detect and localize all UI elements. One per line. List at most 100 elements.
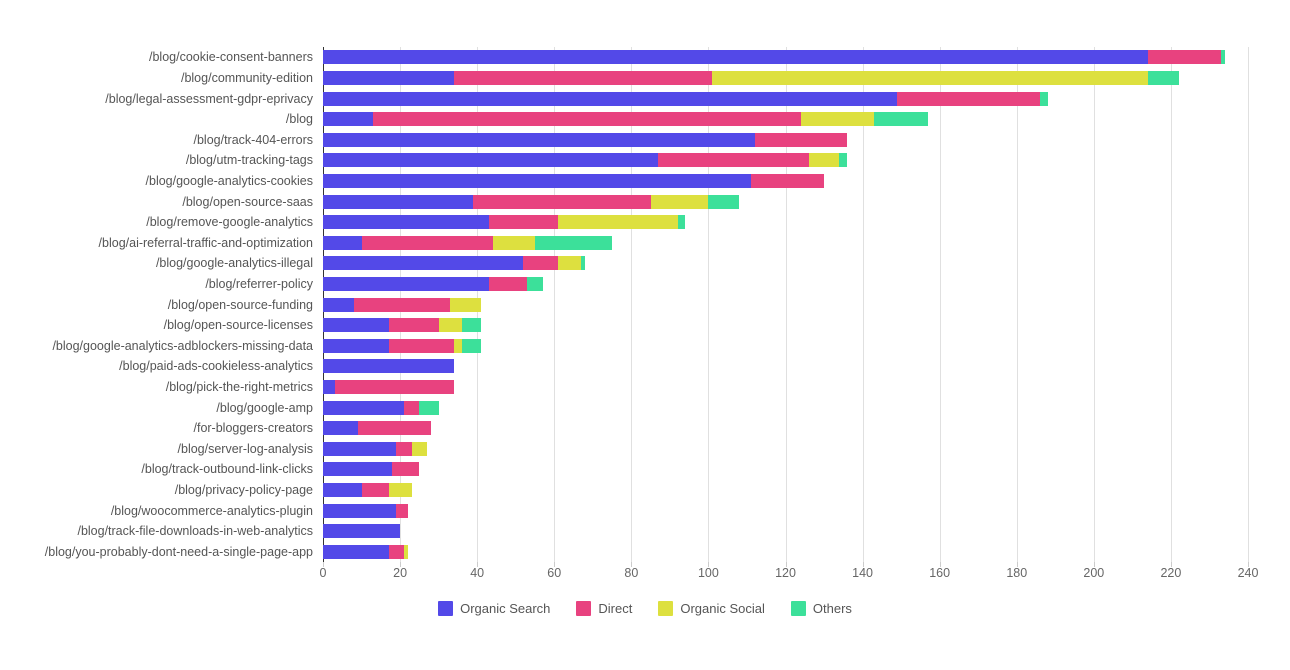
bar-row[interactable] (323, 256, 1248, 271)
bar-row[interactable] (323, 400, 1248, 415)
bar-segment-organic-search[interactable] (323, 112, 374, 127)
bar-segment-organic-social[interactable] (808, 153, 840, 168)
bar-segment-direct[interactable] (658, 153, 809, 168)
bar-segment-organic-search[interactable] (323, 256, 524, 271)
bar-segment-direct[interactable] (392, 462, 420, 477)
bar-segment-direct[interactable] (1147, 50, 1221, 65)
bar-segment-organic-search[interactable] (323, 235, 362, 250)
bar-segment-organic-social[interactable] (558, 215, 678, 230)
bar-segment-direct[interactable] (523, 256, 559, 271)
bar-segment-organic-search[interactable] (323, 441, 397, 456)
bar-row[interactable] (323, 421, 1248, 436)
bar-segment-organic-search[interactable] (323, 421, 358, 436)
bar-segment-others[interactable] (534, 235, 613, 250)
bar-segment-others[interactable] (1147, 70, 1179, 85)
bar-segment-organic-search[interactable] (323, 400, 404, 415)
bar-segment-organic-search[interactable] (323, 379, 335, 394)
bar-segment-organic-social[interactable] (388, 482, 412, 497)
legend-item[interactable]: Organic Social (658, 601, 765, 616)
bar-segment-others[interactable] (461, 338, 482, 353)
bar-segment-organic-search[interactable] (323, 173, 751, 188)
bar-segment-direct[interactable] (353, 297, 451, 312)
bar-segment-direct[interactable] (897, 91, 1040, 106)
bar-segment-others[interactable] (1039, 91, 1048, 106)
legend-item[interactable]: Organic Search (438, 601, 550, 616)
bar-segment-organic-search[interactable] (323, 503, 397, 518)
bar-segment-others[interactable] (677, 215, 686, 230)
bar-segment-direct[interactable] (361, 482, 389, 497)
bar-segment-others[interactable] (581, 256, 586, 271)
bar-segment-organic-search[interactable] (323, 153, 659, 168)
bar-row[interactable] (323, 50, 1248, 65)
bar-segment-others[interactable] (839, 153, 848, 168)
bar-row[interactable] (323, 318, 1248, 333)
bar-row[interactable] (323, 441, 1248, 456)
bar-segment-organic-search[interactable] (323, 276, 489, 291)
legend-item[interactable]: Direct (576, 601, 632, 616)
bar-row[interactable] (323, 112, 1248, 127)
bar-row[interactable] (323, 544, 1248, 559)
legend-item[interactable]: Others (790, 601, 852, 616)
bar-row[interactable] (323, 132, 1248, 147)
bar-segment-others[interactable] (708, 194, 740, 209)
bar-segment-direct[interactable] (388, 338, 455, 353)
bar-segment-direct[interactable] (361, 235, 493, 250)
bar-row[interactable] (323, 194, 1248, 209)
bar-segment-organic-social[interactable] (492, 235, 535, 250)
bar-segment-organic-search[interactable] (323, 462, 393, 477)
bar-row[interactable] (323, 379, 1248, 394)
bar-row[interactable] (323, 235, 1248, 250)
bar-segment-organic-search[interactable] (323, 338, 389, 353)
bar-segment-direct[interactable] (473, 194, 651, 209)
bar-segment-organic-social[interactable] (712, 70, 1148, 85)
bar-segment-direct[interactable] (373, 112, 801, 127)
bar-segment-organic-search[interactable] (323, 544, 389, 559)
bar-segment-organic-search[interactable] (323, 194, 474, 209)
bar-segment-organic-search[interactable] (323, 524, 401, 539)
bar-segment-organic-social[interactable] (403, 544, 408, 559)
bar-segment-direct[interactable] (403, 400, 420, 415)
bar-segment-organic-search[interactable] (323, 215, 489, 230)
bar-segment-organic-search[interactable] (323, 318, 389, 333)
bar-segment-direct[interactable] (750, 173, 825, 188)
bar-segment-others[interactable] (419, 400, 439, 415)
bar-segment-organic-social[interactable] (411, 441, 428, 456)
bar-segment-organic-social[interactable] (454, 338, 462, 353)
bar-segment-others[interactable] (527, 276, 543, 291)
bar-segment-organic-social[interactable] (800, 112, 875, 127)
bar-segment-others[interactable] (874, 112, 929, 127)
bar-segment-others[interactable] (461, 318, 482, 333)
bar-row[interactable] (323, 503, 1248, 518)
bar-row[interactable] (323, 91, 1248, 106)
bar-row[interactable] (323, 276, 1248, 291)
bar-segment-direct[interactable] (488, 276, 528, 291)
bar-segment-direct[interactable] (754, 132, 848, 147)
bar-segment-organic-social[interactable] (438, 318, 462, 333)
bar-row[interactable] (323, 215, 1248, 230)
bar-row[interactable] (323, 173, 1248, 188)
bar-row[interactable] (323, 338, 1248, 353)
bar-segment-organic-search[interactable] (323, 91, 898, 106)
bar-segment-organic-search[interactable] (323, 132, 755, 147)
bar-row[interactable] (323, 524, 1248, 539)
bar-segment-organic-search[interactable] (323, 482, 362, 497)
bar-segment-organic-search[interactable] (323, 50, 1148, 65)
bar-row[interactable] (323, 297, 1248, 312)
bar-row[interactable] (323, 482, 1248, 497)
bar-segment-organic-search[interactable] (323, 297, 354, 312)
bar-segment-direct[interactable] (488, 215, 559, 230)
bar-segment-direct[interactable] (454, 70, 713, 85)
bar-segment-organic-social[interactable] (450, 297, 482, 312)
bar-segment-organic-social[interactable] (558, 256, 582, 271)
bar-segment-organic-social[interactable] (650, 194, 709, 209)
bar-segment-direct[interactable] (396, 441, 412, 456)
bar-row[interactable] (323, 359, 1248, 374)
bar-segment-direct[interactable] (396, 503, 408, 518)
bar-row[interactable] (323, 462, 1248, 477)
bar-segment-others[interactable] (1221, 50, 1225, 65)
bar-row[interactable] (323, 70, 1248, 85)
bar-row[interactable] (323, 153, 1248, 168)
bar-segment-organic-search[interactable] (323, 359, 455, 374)
bar-segment-direct[interactable] (388, 544, 404, 559)
bar-segment-direct[interactable] (334, 379, 455, 394)
